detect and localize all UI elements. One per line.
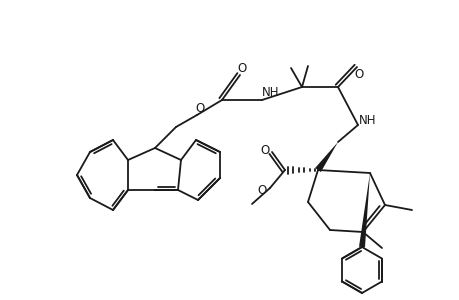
Text: O: O	[257, 184, 266, 196]
Text: O: O	[195, 103, 204, 116]
Text: NH: NH	[262, 86, 279, 100]
Text: O: O	[353, 68, 363, 80]
Text: O: O	[260, 143, 269, 157]
Polygon shape	[358, 173, 369, 247]
Text: NH: NH	[358, 115, 376, 128]
Text: O: O	[237, 61, 246, 74]
Polygon shape	[314, 142, 337, 172]
